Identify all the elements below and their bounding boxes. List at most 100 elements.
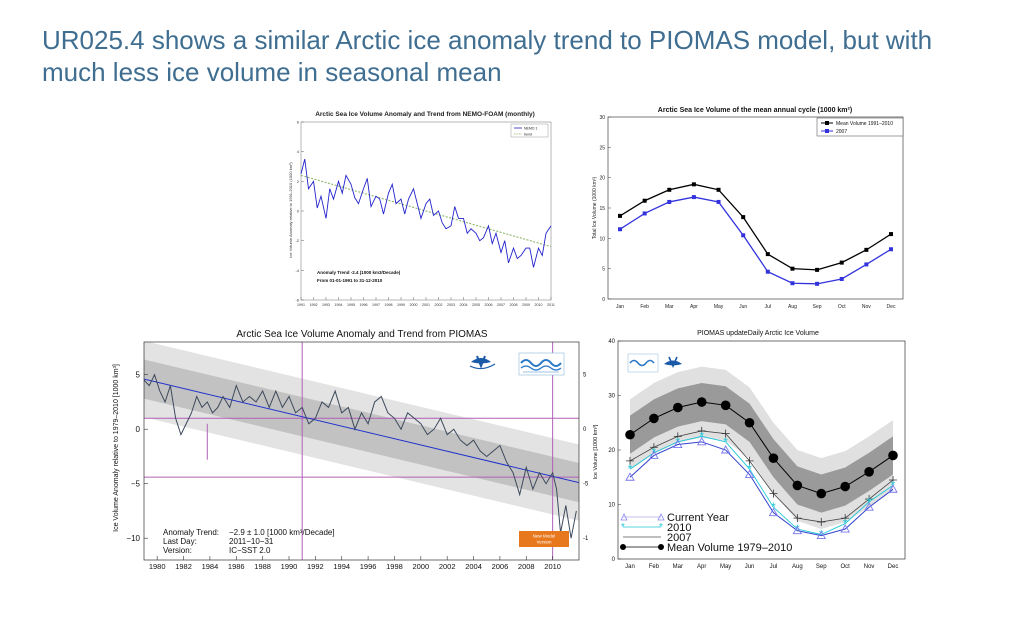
piomas-xtick-label: 1984 — [202, 562, 219, 571]
annual-legend: Mean Volume 1991–2010 2007 — [816, 117, 904, 137]
piomas-trend-line — [144, 378, 579, 484]
daily-2010-point: * — [675, 435, 680, 449]
daily-xtick-label: Feb — [649, 564, 660, 570]
daily-legend-mean: Mean Volume 1979–2010 — [667, 542, 792, 554]
daily-mean-point — [792, 480, 803, 491]
daily-xtick-label: Mar — [673, 564, 683, 570]
nemo-xtick-label: 2007 — [497, 303, 505, 307]
daily-2010-point: * — [723, 435, 728, 449]
apl-logo — [469, 355, 496, 370]
nemo-xtick-label: 1994 — [335, 303, 343, 307]
nemo-xtick-label: 1991 — [297, 303, 305, 307]
annual-cycle-chart-panel: Arctic Sea Ice Volume of the mean annual… — [585, 100, 913, 314]
nemo-xtick-label: 1992 — [310, 303, 318, 307]
piomas-right-tick-label: -5 — [583, 482, 589, 488]
annual-series-line-0 — [619, 183, 892, 271]
piomas-xtick-label: 1996 — [360, 562, 377, 571]
piomas-xtick-label: 1990 — [281, 562, 298, 571]
daily-2007-point — [626, 456, 634, 465]
annual-xtick-label: Aug — [788, 304, 797, 310]
piomas-ytick-label: −5 — [131, 480, 141, 489]
nemo-ytick-label: 2 — [297, 179, 300, 184]
annual-point-1 — [864, 262, 869, 267]
annual-point-1 — [741, 233, 746, 238]
daily-xtick-label: Jun — [745, 564, 755, 570]
annual-xtick-label: Jul — [765, 304, 771, 310]
annual-point-0 — [618, 213, 622, 218]
piomas-anomaly-chart-panel: Arctic Sea Ice Volume Anomaly and Trend … — [105, 326, 592, 572]
daily-current-point — [816, 530, 827, 540]
annual-xtick-label: Jan — [616, 304, 624, 310]
daily-2010-point: * — [652, 446, 657, 460]
nemo-xtick-label: 2008 — [510, 303, 518, 307]
daily-2007-point — [697, 426, 706, 435]
nemo-xtick-label: 2005 — [472, 303, 480, 307]
daily-ytick-label: 10 — [608, 503, 615, 509]
daily-ytick-label: 40 — [608, 339, 615, 345]
daily-2007-point — [841, 514, 850, 523]
daily-inner-std-band — [630, 382, 893, 513]
nemo-xtick-label: 2004 — [460, 303, 468, 307]
nemo-chart-panel: Arctic Sea Ice Volume Anomaly and Trend … — [285, 106, 575, 310]
daily-xtick-label: Nov — [864, 564, 875, 570]
annual-ytick-label: 10 — [599, 236, 605, 242]
annual-point-0 — [741, 215, 746, 220]
daily-legend-2010-marker: * — [621, 522, 625, 533]
annual-ytick-label: 5 — [602, 267, 605, 273]
nemo-xtick-label: 2001 — [422, 303, 430, 307]
piomas-annotation: Anomaly Trend: −2.9 ± 1.0 [1000 km³/Deca… — [163, 528, 335, 555]
annual-point-0 — [642, 198, 647, 203]
daily-current-point — [720, 445, 731, 454]
piomas-annotation-label-trend: Anomaly Trend: — [163, 528, 219, 537]
piomas-ytick-label: 5 — [136, 371, 141, 380]
nemo-xtick-label: 2003 — [447, 303, 455, 307]
piomas-anomaly-chart: Arctic Sea Ice Volume Anomaly and Trend … — [113, 329, 592, 571]
nemo-ytick-label: -2 — [295, 238, 299, 243]
daily-current-point — [888, 484, 898, 493]
nemo-xtick-label: 2006 — [485, 303, 493, 307]
daily-2007-point — [649, 443, 658, 452]
piomas-xtick-label: 1988 — [254, 562, 271, 571]
annual-point-0 — [667, 187, 672, 192]
daily-legend: Current Year * * 2010 2007 Mean Volume 1… — [620, 512, 792, 554]
piomas-xtick-label: 2006 — [492, 562, 509, 571]
daily-2010-point: * — [699, 429, 704, 443]
daily-legend-2007: 2007 — [667, 532, 691, 544]
daily-xtick-label: Aug — [792, 564, 803, 570]
daily-2007-point — [793, 514, 802, 523]
daily-xtick-label: Dec — [888, 564, 899, 570]
daily-mean-point — [696, 397, 707, 407]
nemo-ytick-label: -4 — [295, 268, 299, 273]
daily-xtick-label: Jul — [770, 564, 778, 570]
daily-2010-point: * — [843, 517, 848, 531]
nemo-xtick-label: 2011 — [547, 303, 555, 307]
annual-point-1 — [815, 281, 820, 286]
annual-point-0 — [790, 266, 795, 271]
daily-current-point — [696, 436, 707, 446]
version-box-line1: New Model — [533, 534, 556, 539]
piomas-xtick-label: 1994 — [333, 562, 350, 571]
daily-current-point — [792, 525, 803, 535]
version-box-line2: Version — [536, 540, 552, 545]
daily-mean-point — [673, 402, 683, 413]
annual-point-1 — [618, 227, 622, 232]
daily-2007-line — [629, 430, 894, 523]
piomas-right-tick-label: -10 — [583, 536, 591, 542]
annual-point-0 — [765, 252, 770, 257]
annual-point-1 — [889, 247, 893, 252]
daily-2007-point — [745, 456, 754, 465]
nemo-xtick-label: 1997 — [372, 303, 380, 307]
daily-legend-2010: 2010 — [667, 522, 691, 534]
daily-legend-2010-marker-end: * — [659, 522, 663, 533]
daily-current-point — [840, 524, 850, 533]
daily-current-point — [673, 439, 683, 448]
annual-point-0 — [691, 182, 696, 187]
daily-2010-line — [629, 435, 894, 535]
nemo-xtick-label: 1999 — [397, 303, 405, 307]
nemo-xtick-label: 2000 — [410, 303, 418, 307]
daily-xtick-label: Oct — [841, 564, 851, 570]
slide-title: UR025.4 shows a similar Arctic ice anoma… — [42, 25, 933, 87]
daily-xtick-label: Sep — [816, 564, 827, 570]
nemo-xtick-label: 1995 — [347, 303, 355, 307]
daily-2010-point: * — [795, 522, 800, 536]
